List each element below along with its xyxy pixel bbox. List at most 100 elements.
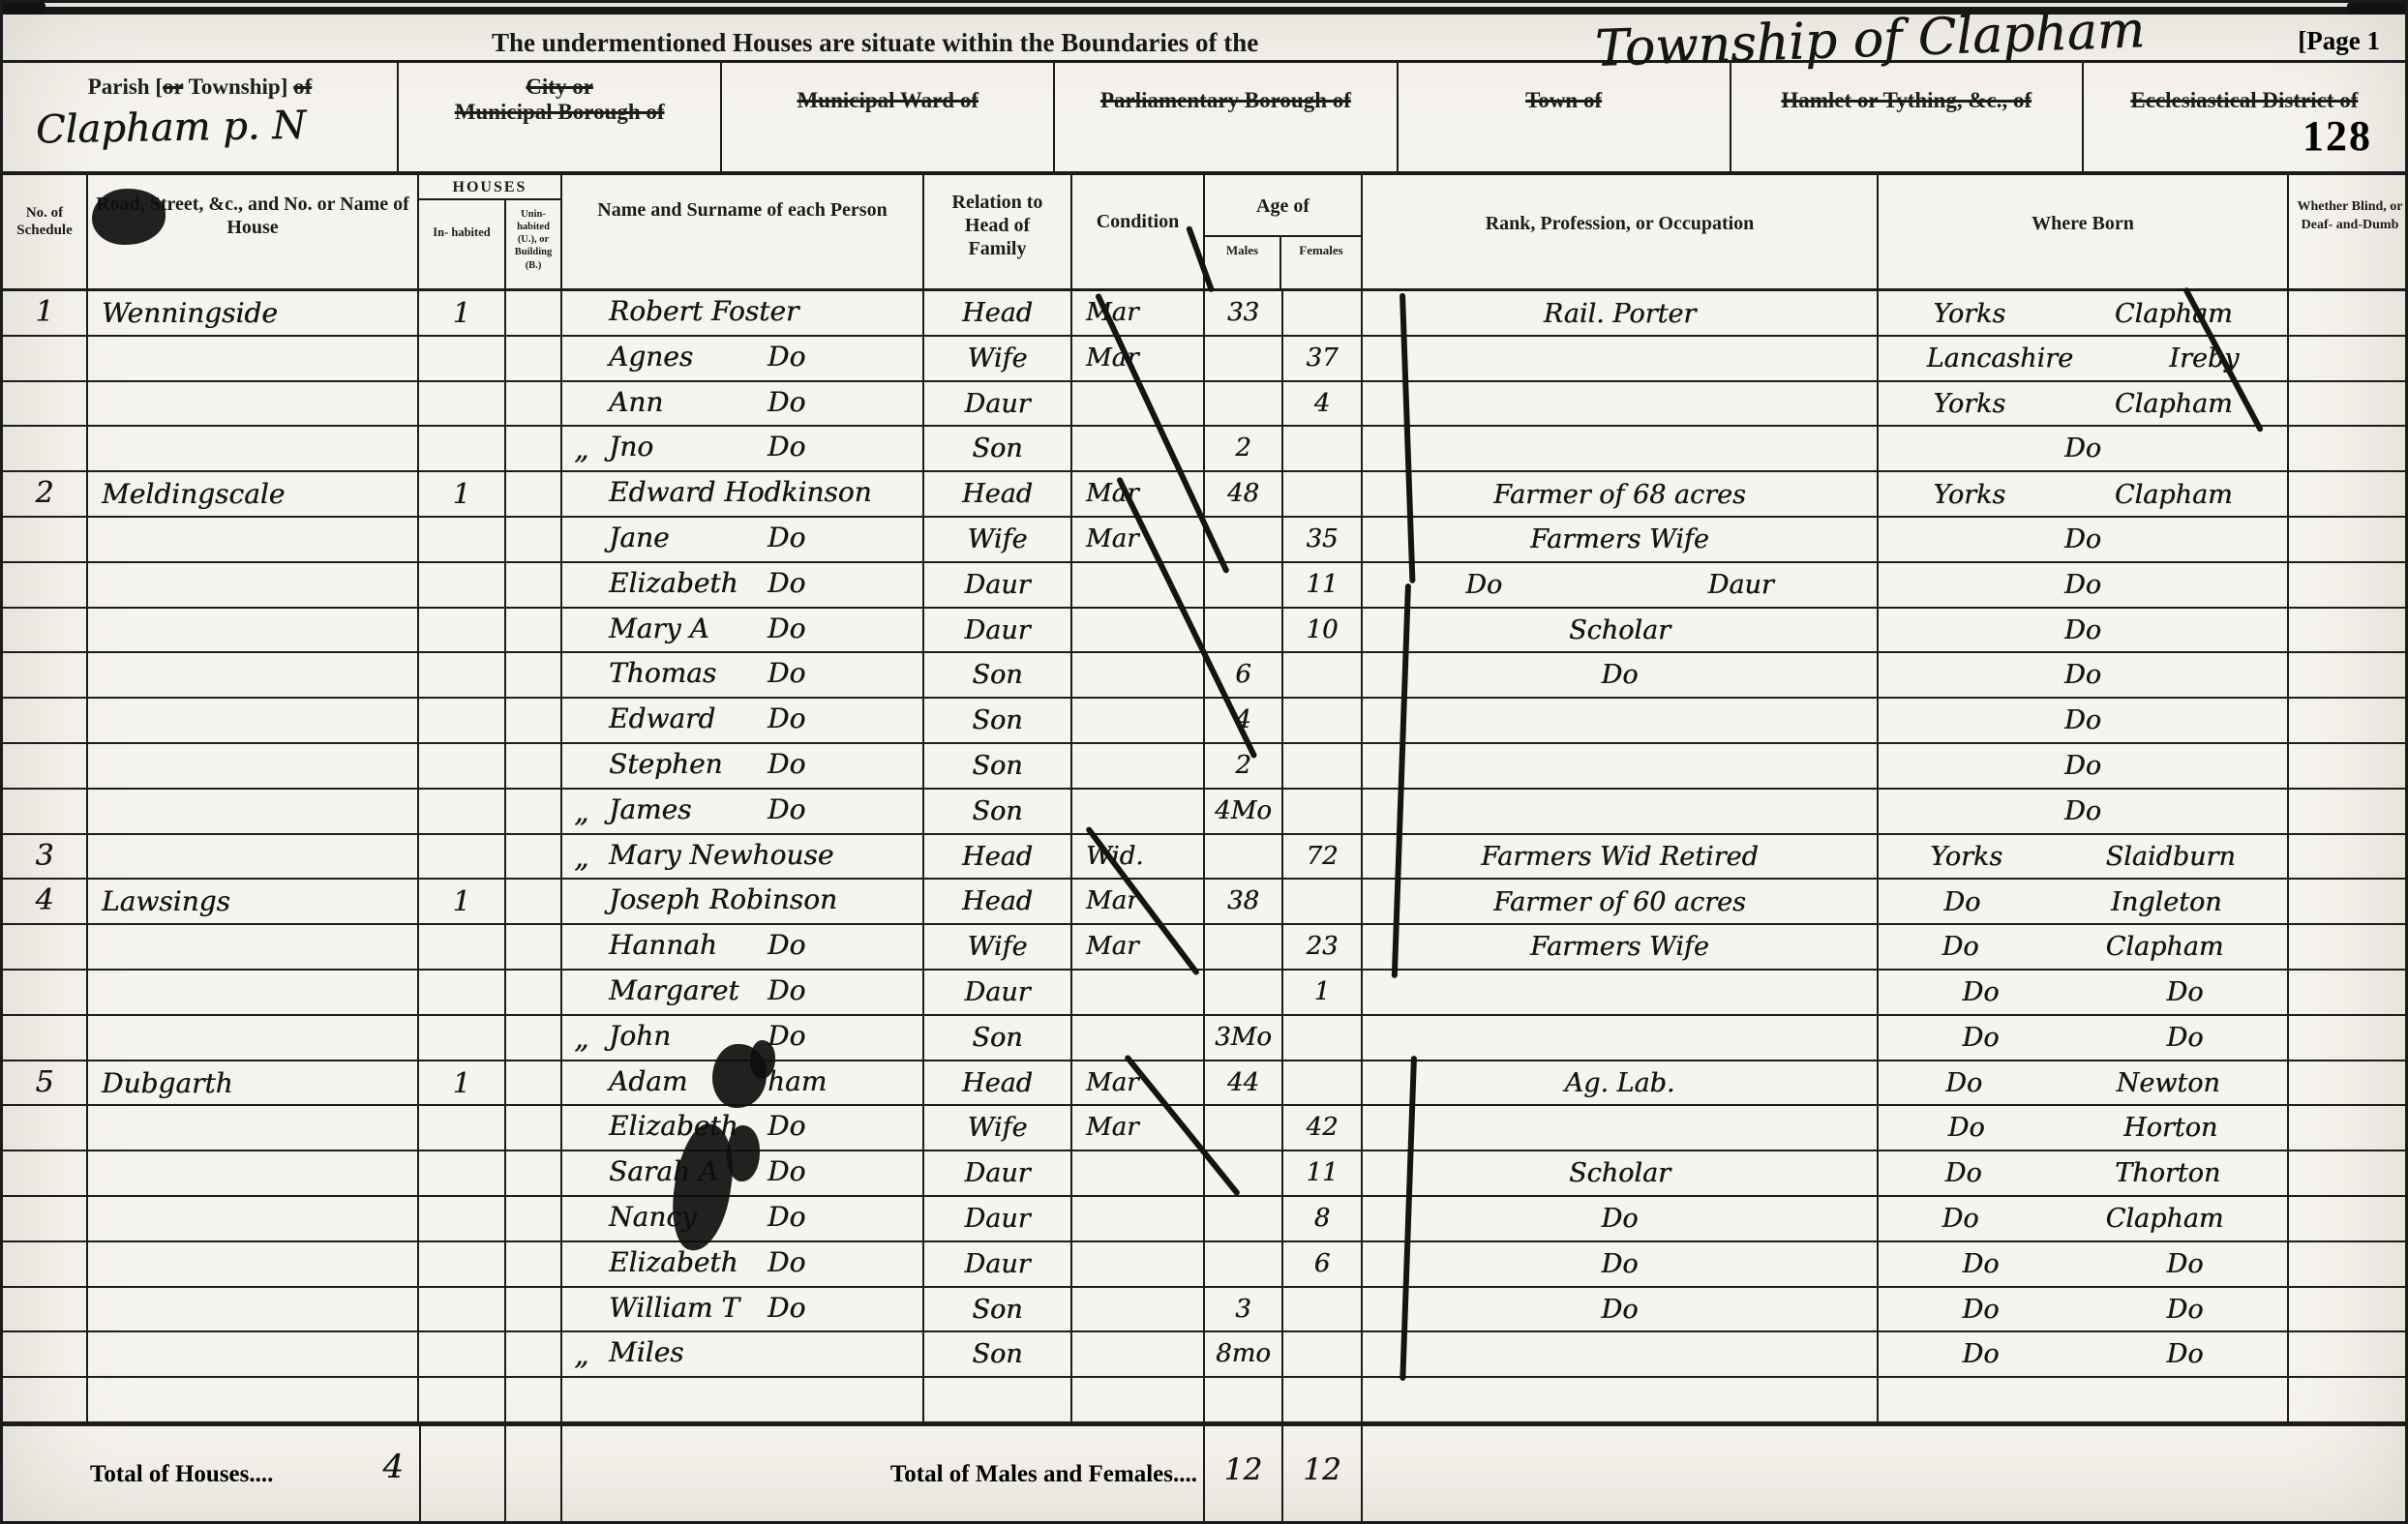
inhabited-value	[419, 336, 506, 380]
uninhabited-value	[506, 427, 562, 471]
age-male-value: 44	[1205, 1061, 1283, 1106]
occupation-value: Farmers Wife	[1363, 925, 1879, 970]
occupation-value: Do	[1363, 1241, 1879, 1286]
age-female-value	[1283, 880, 1363, 925]
age-male-value: 8mo	[1205, 1332, 1283, 1377]
table-row: Elizabeth Do Wife Mar 42 Do Horton	[3, 1106, 2405, 1152]
col-header-uninhabited: Unin- habited (U.), or Building (B.)	[514, 209, 553, 271]
born-county: Do	[2064, 705, 2101, 736]
age-male-value	[1205, 336, 1283, 380]
inhabited-value	[419, 743, 506, 788]
person-name: Margaret Do	[562, 970, 924, 1014]
top-rule	[3, 3, 2405, 16]
table-row: Elizabeth Do Daur 11 Do Daur Do	[3, 562, 2405, 609]
blind-value	[2289, 1197, 2405, 1240]
age-female-value	[1283, 472, 1363, 518]
schedule-number	[3, 653, 88, 698]
age-female-value	[1283, 1332, 1363, 1377]
person-name-second: Do	[768, 1110, 806, 1143]
schedule-number	[3, 970, 88, 1014]
total-houses-label: Total of Houses....	[90, 1460, 274, 1487]
table-row: Jane Do Wife Mar 35 Farmers Wife Do	[3, 517, 2405, 563]
col-header-houses: HOUSES In- habited Unin- habited (U.), o…	[419, 175, 562, 288]
blind-value	[2289, 880, 2405, 924]
occupation-value	[1363, 427, 1879, 471]
inhabited-value	[419, 1332, 506, 1377]
relation-value: Head	[924, 834, 1072, 879]
age-female-value	[1283, 427, 1363, 471]
born-place: Clapham	[2114, 298, 2233, 329]
inhabited-value	[419, 789, 506, 833]
condition-value	[1072, 1151, 1205, 1196]
house-name	[88, 562, 419, 607]
table-row: Nancy Do Daur 8 Do Do Clapham	[3, 1196, 2405, 1242]
age-male-value: 3	[1205, 1287, 1283, 1331]
person-name: „ Jno Do	[562, 427, 924, 471]
schedule-number	[3, 1151, 88, 1196]
table-row: „ John Do Son 3Mo Do Do	[3, 1015, 2405, 1061]
where-born-value: Do Clapham	[1879, 925, 2289, 970]
uninhabited-value	[506, 1106, 562, 1150]
occupation-part1: Do	[1601, 660, 1639, 691]
age-male-value	[1205, 381, 1283, 426]
person-name-first: Jno	[609, 431, 654, 463]
age-female-value	[1283, 291, 1363, 336]
field-city-borough: City or Municipal Borough of	[399, 63, 723, 171]
where-born-value	[1879, 1378, 2289, 1421]
person-name-first: Mary Newhouse	[609, 838, 834, 871]
schedule-number	[3, 608, 88, 652]
person-name: Stephen Do	[562, 743, 924, 788]
blind-value	[2289, 1016, 2405, 1060]
occupation-value	[1363, 699, 1879, 743]
house-name	[88, 1015, 419, 1060]
person-name-second: Do	[768, 385, 806, 418]
person-name: Joseph Robinson	[562, 880, 924, 925]
born-county: Do	[1941, 932, 1979, 963]
house-name	[88, 1287, 419, 1331]
uninhabited-value	[506, 608, 562, 652]
house-name	[88, 970, 419, 1014]
inhabited-value	[419, 925, 506, 970]
person-name-first: Thomas	[609, 657, 717, 690]
blind-value	[2289, 472, 2405, 517]
blind-value	[2289, 790, 2405, 833]
col-header-age: Age of Males Females	[1205, 175, 1363, 288]
occupation-value	[1363, 336, 1879, 380]
table-row: Agnes Do Wife Mar 37 Lancashire Ireby	[3, 336, 2405, 382]
occupation-part1: Do	[1465, 569, 1503, 600]
person-name: Hannah Do	[562, 925, 924, 970]
table-row: „ Jno Do Son 2 Do	[3, 427, 2405, 473]
where-born-value: Do Do	[1879, 1332, 2289, 1377]
person-name: Nancy Do	[562, 1196, 924, 1240]
age-male-value	[1205, 517, 1283, 561]
age-female-value	[1283, 743, 1363, 788]
blind-value	[2289, 609, 2405, 652]
occupation-part1: Do	[1601, 1203, 1639, 1234]
relation-value: Son	[924, 699, 1072, 743]
occupation-value	[1363, 1106, 1879, 1150]
house-name	[88, 699, 419, 743]
table-row: Margaret Do Daur 1 Do Do	[3, 970, 2405, 1016]
where-born-value: Yorks Clapham	[1879, 381, 2289, 426]
occupation-part1: Scholar	[1569, 1158, 1671, 1189]
person-name-first: Joseph Robinson	[609, 883, 837, 916]
blind-value	[2289, 337, 2405, 380]
table-row: 2 Meldingscale 1 Edward Hodkinson Head M…	[3, 472, 2405, 518]
schedule-number	[3, 336, 88, 380]
occupation-value	[1363, 1378, 1879, 1421]
blind-value	[2289, 744, 2405, 788]
table-row: 3 „ Mary Newhouse Head Wid. 72 Farmers W…	[3, 834, 2405, 881]
where-born-value: Do	[1879, 608, 2289, 652]
condition-value	[1072, 789, 1205, 833]
parish-label: Parish [or Township] of	[87, 75, 313, 99]
relation-value: Daur	[924, 562, 1072, 607]
relation-value: Daur	[924, 1151, 1072, 1196]
where-born-value: Do Clapham	[1879, 1196, 2289, 1240]
where-born-value: Do Do	[1879, 1015, 2289, 1060]
relation-value: Son	[924, 743, 1072, 788]
relation-value: Wife	[924, 1106, 1072, 1150]
inhabited-value: 1	[419, 472, 506, 518]
totals-empty-cell	[1363, 1426, 2405, 1521]
schedule-number: 5	[3, 1061, 88, 1106]
age-female-value: 4	[1283, 381, 1363, 426]
